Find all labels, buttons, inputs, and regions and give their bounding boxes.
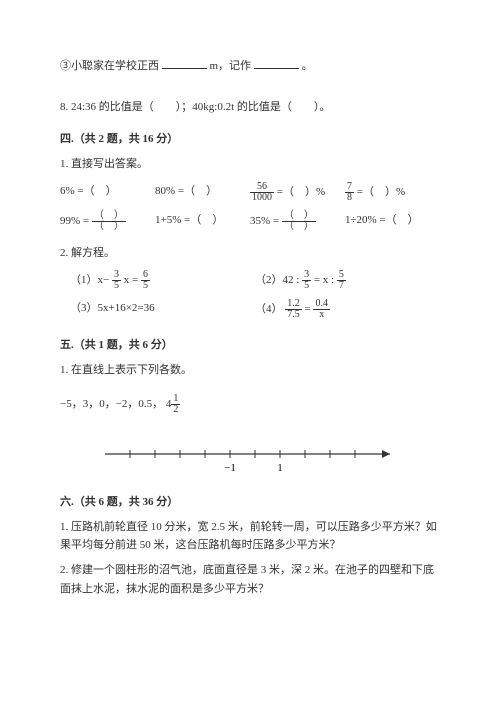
s4-q1: 1. 直接写出答案。 xyxy=(60,155,440,174)
eq4-a: （4） xyxy=(255,303,283,315)
frac-56-1000: 561000 xyxy=(250,182,274,203)
q3-end: 。 xyxy=(302,60,313,72)
number-line: −1 1 xyxy=(60,439,440,479)
s4-row1: 6% =（ ） 80% =（ ） 561000 =（ ）% 78 =（ ）% xyxy=(60,182,440,203)
eq1-a: （1）x− xyxy=(70,274,109,286)
frac-3-5b: 35 xyxy=(302,270,311,291)
r2c3-txt: 35% = xyxy=(250,215,279,227)
frac-1-2: 12 xyxy=(171,394,180,415)
s6-q2: 2. 修建一个圆柱形的沼气池，底面直径是 3 米，深 2 米。在池子的四壁和下底… xyxy=(60,561,440,598)
q3-line: ③小聪家在学校正西 m，记作 。 xyxy=(60,56,440,76)
s5-nums-txt: −5，3，0，−2，0.5， xyxy=(60,398,163,410)
eq-row2: （3）5x+16×2=36 （4） 1.27.5 = 0.4x xyxy=(70,299,440,320)
eq1: （1）x− 35 x = 65 xyxy=(70,270,255,291)
eq2-a: （2）42 : xyxy=(255,274,299,286)
s5-nums: −5，3，0，−2，0.5， 412 xyxy=(60,394,440,415)
frac-paren2: （ ）（ ） xyxy=(282,211,316,232)
frac-6-5: 65 xyxy=(141,270,150,291)
s4-row2: 99% = （ ）（ ） 1+5% =（ ） 35% = （ ）（ ） 1÷20… xyxy=(60,211,440,232)
section6-title: 六.（共 6 题，共 36 分） xyxy=(60,493,440,512)
frac-04-x: 0.4x xyxy=(313,299,330,320)
eq1-b: x = xyxy=(124,274,138,286)
eq2: （2）42 : 35 = x : 57 xyxy=(255,270,440,291)
frac-paren1: （ ）（ ） xyxy=(92,211,126,232)
section5-title: 五.（共 1 题，共 6 分） xyxy=(60,336,440,355)
eq-row1: （1）x− 35 x = 65 （2）42 : 35 = x : 57 xyxy=(70,270,440,291)
eq4: （4） 1.27.5 = 0.4x xyxy=(255,299,440,320)
blank-1[interactable] xyxy=(162,56,207,69)
r1c3-txt: =（ ）% xyxy=(277,186,325,198)
blank-2[interactable] xyxy=(254,56,299,69)
s4-q2: 2. 解方程。 xyxy=(60,244,440,263)
r2c1-txt: 99% = xyxy=(60,215,89,227)
r2c3: 35% = （ ）（ ） xyxy=(250,211,345,232)
frac-7-8: 78 xyxy=(345,182,354,203)
numline-svg: −1 1 xyxy=(100,439,400,479)
eq3: （3）5x+16×2=36 xyxy=(70,299,255,320)
r2c4: 1÷20% =（ ） xyxy=(345,211,440,232)
s6-q1: 1. 压路机前轮直径 10 分米，宽 2.5 米，前轮转一周，可以压路多少平方米… xyxy=(60,518,440,555)
q8: 8. 24:36 的比值是（ ）；40kg:0.2t 的比值是（ ）。 xyxy=(60,98,440,117)
s5-q1: 1. 在直线上表示下列各数。 xyxy=(60,361,440,380)
frac-12-75: 1.27.5 xyxy=(285,299,302,320)
r2c2: 1+5% =（ ） xyxy=(155,211,250,232)
eq2-b: = x : xyxy=(314,274,334,286)
r2c1: 99% = （ ）（ ） xyxy=(60,211,155,232)
q3-unit: m，记作 xyxy=(210,60,252,72)
q3-text: ③小聪家在学校正西 xyxy=(60,60,159,72)
r1c2: 80% =（ ） xyxy=(155,182,250,203)
frac-3-5a: 35 xyxy=(112,270,121,291)
eq4-b: = xyxy=(305,303,311,315)
tick-1: 1 xyxy=(277,462,283,474)
r1c4-txt: =（ ）% xyxy=(357,186,405,198)
r1c4: 78 =（ ）% xyxy=(345,182,440,203)
section4-title: 四.（共 2 题，共 16 分） xyxy=(60,130,440,149)
frac-5-7: 57 xyxy=(337,270,346,291)
r1c1: 6% =（ ） xyxy=(60,182,155,203)
r1c3: 561000 =（ ）% xyxy=(250,182,345,203)
tick-neg1: −1 xyxy=(224,462,236,474)
